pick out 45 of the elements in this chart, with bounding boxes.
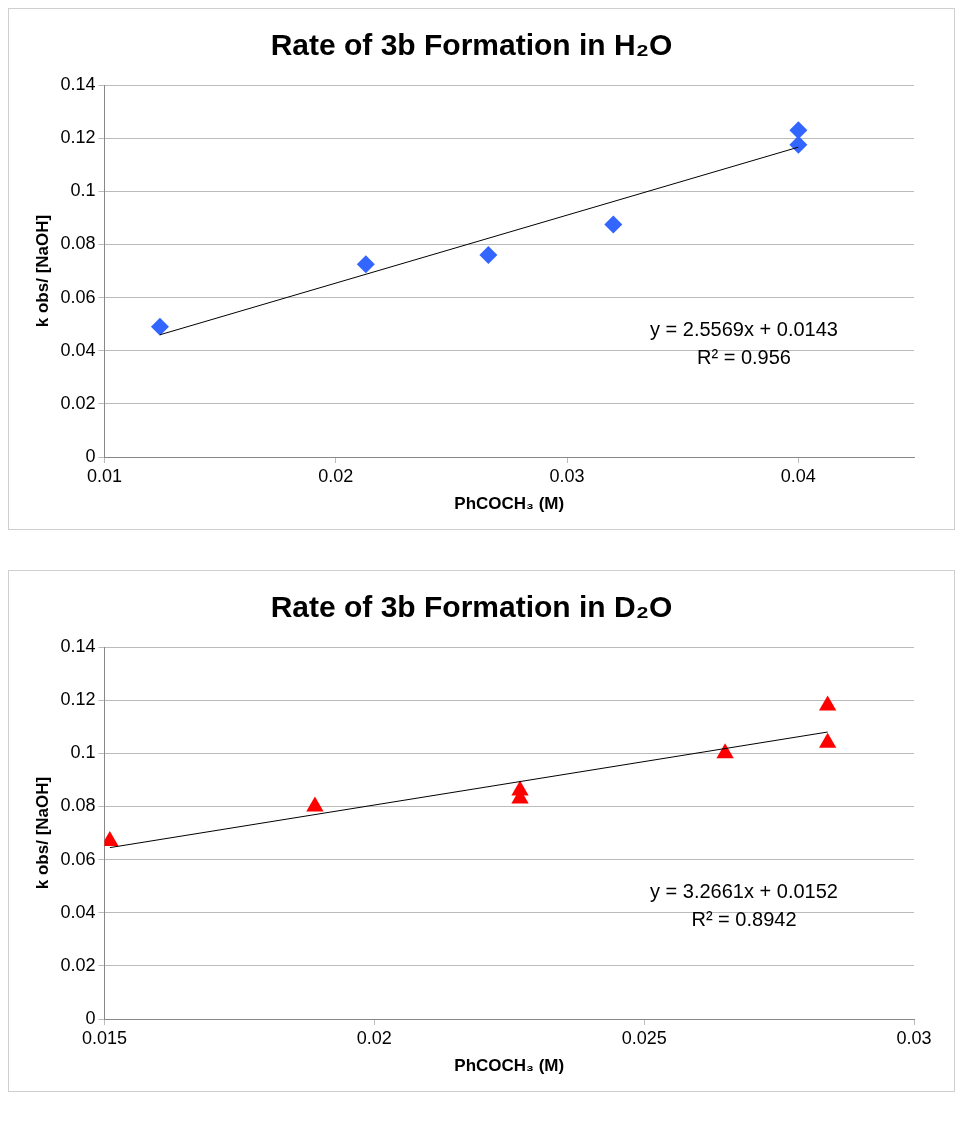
point: [356, 255, 375, 274]
x-tick-label: 0.025: [621, 1027, 667, 1048]
y-tick-label: 0.1: [70, 180, 96, 201]
y-tick-label: 0.14: [60, 73, 96, 94]
point: [716, 743, 734, 759]
x-tick-label: 0.015: [81, 1027, 127, 1048]
y-tick-label: 0.02: [60, 392, 96, 413]
point: [818, 695, 837, 711]
x-tick-label: 0.04: [780, 465, 816, 486]
chart-title: Rate of 3b Formation in H₂O: [270, 28, 673, 62]
point: [818, 732, 837, 748]
chart-title: Rate of 3b Formation in D₂O: [270, 590, 673, 624]
y-tick-label: 0.1: [70, 742, 96, 763]
annotation: R² = 0.8942: [691, 908, 797, 931]
x-tick-label: 0.01: [86, 465, 122, 486]
y-tick-label: 0: [85, 1007, 96, 1028]
annotation: y = 3.2661x + 0.0152: [650, 880, 838, 903]
point: [306, 796, 324, 812]
y-tick-label: 0.06: [60, 848, 96, 869]
point: [150, 317, 169, 336]
y-tick-label: 0: [85, 445, 96, 466]
y-tick-label: 0.12: [60, 689, 96, 710]
y-tick-label: 0.04: [60, 339, 96, 360]
y-tick-label: 0.08: [60, 795, 96, 816]
annotation: y = 2.5569x + 0.0143: [650, 318, 838, 341]
annotation: R² = 0.956: [697, 346, 791, 369]
y-axis-title: k obs/ [NaOH]: [32, 214, 52, 328]
x-axis-title: PhCOCH₃ (M): [454, 1056, 565, 1076]
point: [789, 121, 808, 140]
point: [789, 135, 808, 154]
x-axis-title: PhCOCH₃ (M): [454, 494, 565, 514]
y-tick-label: 0.06: [60, 286, 96, 307]
x-tick-label: 0.02: [356, 1027, 392, 1048]
y-tick-label: 0.04: [60, 901, 96, 922]
y-tick-label: 0.02: [60, 954, 96, 975]
y-tick-label: 0.08: [60, 233, 96, 254]
y-axis-title: k obs/ [NaOH]: [32, 776, 52, 890]
x-tick-label: 0.03: [549, 465, 585, 486]
point: [511, 780, 529, 796]
point: [479, 246, 498, 265]
x-tick-label: 0.02: [318, 465, 354, 486]
x-tick-label: 0.03: [896, 1027, 932, 1048]
point: [604, 215, 623, 234]
y-tick-label: 0.14: [60, 635, 96, 656]
y-tick-label: 0.12: [60, 127, 96, 148]
